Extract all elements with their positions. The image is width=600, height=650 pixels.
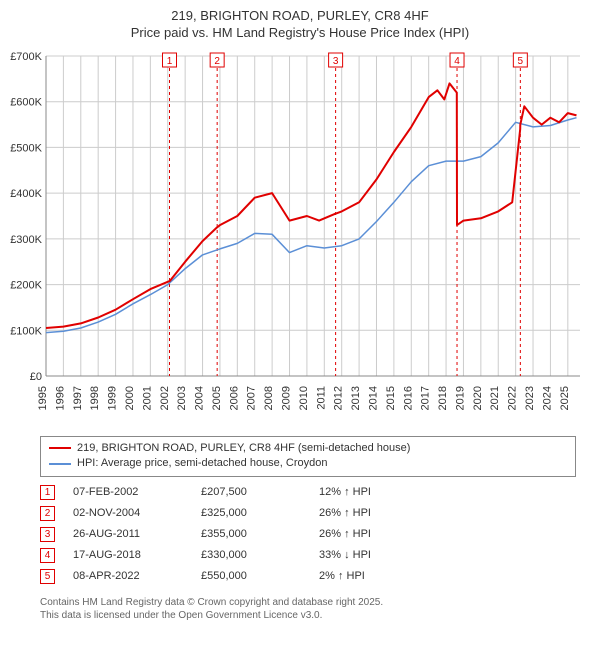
event-row: 3 26-AUG-2011 £355,000 26% ↑ HPI [40, 527, 590, 542]
svg-text:2005: 2005 [211, 386, 223, 410]
legend-label: 219, BRIGHTON ROAD, PURLEY, CR8 4HF (sem… [77, 441, 410, 456]
svg-text:2022: 2022 [507, 386, 519, 410]
svg-text:2024: 2024 [541, 386, 553, 410]
svg-text:2000: 2000 [124, 386, 136, 410]
chart-area: £0 £100K £200K £300K £400K £500K £600K £700K 199… [10, 50, 590, 430]
svg-text:2019: 2019 [454, 386, 466, 410]
svg-text:£500K: £500K [10, 142, 42, 154]
svg-text:1996: 1996 [54, 386, 66, 410]
legend-swatch [49, 463, 71, 465]
svg-text:3: 3 [333, 56, 339, 67]
svg-text:2013: 2013 [350, 386, 362, 410]
event-marker: 2 [40, 506, 55, 521]
legend-label: HPI: Average price, semi-detached house,… [77, 456, 328, 471]
event-delta: 26% ↑ HPI [319, 528, 419, 540]
event-price: £330,000 [201, 549, 301, 561]
title-line-2: Price paid vs. HM Land Registry's House … [10, 25, 590, 42]
svg-text:4: 4 [454, 56, 460, 67]
svg-text:2016: 2016 [402, 386, 414, 410]
event-date: 17-AUG-2018 [73, 549, 183, 561]
svg-text:£0: £0 [30, 371, 42, 383]
event-date: 26-AUG-2011 [73, 528, 183, 540]
event-price: £325,000 [201, 507, 301, 519]
svg-text:2012: 2012 [333, 386, 345, 410]
svg-text:2017: 2017 [420, 386, 432, 410]
svg-text:£700K: £700K [10, 51, 42, 63]
svg-text:2: 2 [214, 56, 220, 67]
page-container: 219, BRIGHTON ROAD, PURLEY, CR8 4HF Pric… [0, 0, 600, 650]
svg-text:£200K: £200K [10, 279, 42, 291]
svg-text:2018: 2018 [437, 386, 449, 410]
event-row: 5 08-APR-2022 £550,000 2% ↑ HPI [40, 569, 590, 584]
svg-text:£600K: £600K [10, 96, 42, 108]
svg-text:2025: 2025 [559, 386, 571, 410]
event-delta: 26% ↑ HPI [319, 507, 419, 519]
svg-text:1: 1 [167, 56, 173, 67]
event-row: 1 07-FEB-2002 £207,500 12% ↑ HPI [40, 485, 590, 500]
svg-text:2001: 2001 [141, 386, 153, 410]
event-marker: 3 [40, 527, 55, 542]
event-price: £550,000 [201, 570, 301, 582]
svg-text:2014: 2014 [367, 386, 379, 410]
legend-swatch [49, 447, 71, 449]
svg-text:2009: 2009 [281, 386, 293, 410]
legend-item: HPI: Average price, semi-detached house,… [49, 456, 567, 471]
svg-text:1999: 1999 [107, 386, 119, 410]
event-date: 02-NOV-2004 [73, 507, 183, 519]
footer-line-1: Contains HM Land Registry data © Crown c… [40, 596, 590, 609]
svg-text:2011: 2011 [315, 386, 327, 410]
svg-text:2020: 2020 [472, 386, 484, 410]
svg-text:£400K: £400K [10, 188, 42, 200]
svg-text:2007: 2007 [246, 386, 258, 410]
svg-text:2004: 2004 [194, 386, 206, 410]
event-date: 07-FEB-2002 [73, 486, 183, 498]
svg-text:5: 5 [518, 56, 524, 67]
event-delta: 12% ↑ HPI [319, 486, 419, 498]
event-delta: 33% ↓ HPI [319, 549, 419, 561]
event-delta: 2% ↑ HPI [319, 570, 419, 582]
price-chart: £0 £100K £200K £300K £400K £500K £600K £700K 199… [10, 50, 590, 430]
svg-text:2021: 2021 [489, 386, 501, 410]
svg-text:1998: 1998 [89, 386, 101, 410]
svg-text:1995: 1995 [37, 386, 49, 410]
svg-text:£100K: £100K [10, 325, 42, 337]
event-date: 08-APR-2022 [73, 570, 183, 582]
title-line-1: 219, BRIGHTON ROAD, PURLEY, CR8 4HF [10, 8, 590, 25]
legend-item: 219, BRIGHTON ROAD, PURLEY, CR8 4HF (sem… [49, 441, 567, 456]
event-row: 2 02-NOV-2004 £325,000 26% ↑ HPI [40, 506, 590, 521]
svg-text:£300K: £300K [10, 234, 42, 246]
footer-line-2: This data is licensed under the Open Gov… [40, 609, 590, 622]
event-price: £355,000 [201, 528, 301, 540]
event-marker: 4 [40, 548, 55, 563]
svg-text:2003: 2003 [176, 386, 188, 410]
svg-text:2008: 2008 [263, 386, 275, 410]
footer-note: Contains HM Land Registry data © Crown c… [40, 596, 590, 622]
event-row: 4 17-AUG-2018 £330,000 33% ↓ HPI [40, 548, 590, 563]
svg-text:2015: 2015 [385, 386, 397, 410]
svg-text:1997: 1997 [72, 386, 84, 410]
legend-box: 219, BRIGHTON ROAD, PURLEY, CR8 4HF (sem… [40, 436, 576, 477]
svg-text:2010: 2010 [298, 386, 310, 410]
event-marker: 1 [40, 485, 55, 500]
svg-text:2023: 2023 [524, 386, 536, 410]
svg-text:2006: 2006 [228, 386, 240, 410]
chart-title-block: 219, BRIGHTON ROAD, PURLEY, CR8 4HF Pric… [10, 8, 590, 42]
event-price: £207,500 [201, 486, 301, 498]
event-marker: 5 [40, 569, 55, 584]
events-table: 1 07-FEB-2002 £207,500 12% ↑ HPI 2 02-NOV-200… [40, 485, 590, 590]
svg-text:2002: 2002 [159, 386, 171, 410]
